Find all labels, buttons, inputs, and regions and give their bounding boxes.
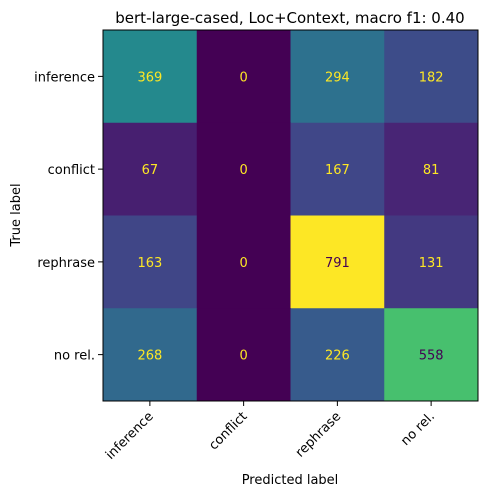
heatmap-cell (103, 308, 198, 402)
cell-value-label: 163 (137, 256, 162, 271)
y-tick-label: rephrase (37, 256, 95, 271)
x-axis-ticks: inference conflict rephrase no rel. (103, 401, 438, 463)
cell-value-label: 67 (142, 163, 159, 178)
cell-value-label: 0 (239, 163, 247, 178)
y-tick-label: inference (34, 70, 95, 85)
heatmap-cell (384, 122, 479, 216)
cell-value-label: 182 (419, 70, 444, 85)
heatmap-cell (103, 30, 198, 124)
heatmap-cell (196, 30, 291, 124)
heatmap-cells (103, 30, 479, 402)
heatmap-cell (103, 122, 198, 216)
cell-value-label: 81 (423, 163, 440, 178)
y-axis-ticks: inference conflict rephrase no rel. (34, 70, 103, 364)
chart-title: bert-large-cased, Loc+Context, macro f1:… (115, 9, 464, 27)
heatmap-cell (103, 215, 198, 309)
cell-value-labels: 369 0 294 182 67 0 167 81 163 0 791 131 268 0 226 558 (137, 70, 443, 363)
heatmap-cell (196, 122, 291, 216)
y-tick-label: conflict (48, 163, 95, 178)
cell-value-label: 0 (239, 349, 247, 364)
heatmap-cell (196, 215, 291, 309)
x-tick-label: rephrase (293, 409, 344, 460)
cell-value-label: 226 (325, 349, 350, 364)
cell-value-label: 791 (325, 256, 350, 271)
heatmap-cell (384, 215, 479, 309)
heatmap-cell (290, 215, 385, 309)
x-axis-label: Predicted label (242, 473, 339, 488)
cell-value-label: 167 (325, 163, 350, 178)
cell-value-label: 369 (137, 70, 162, 85)
cell-value-label: 0 (239, 70, 247, 85)
x-tick-label: conflict (206, 409, 250, 453)
plot-frame (102, 29, 479, 402)
heatmap-cell (290, 30, 385, 124)
heatmap-cell (384, 30, 479, 124)
cell-value-label: 294 (325, 70, 350, 85)
cell-value-label: 268 (137, 349, 162, 364)
y-axis-label: True label (9, 183, 24, 247)
cell-value-label: 558 (419, 349, 444, 364)
heatmap-cell (290, 308, 385, 402)
heatmap-cell (384, 308, 479, 402)
x-tick-label: inference (103, 409, 157, 463)
heatmap-cell (290, 122, 385, 216)
cell-value-label: 131 (419, 256, 444, 271)
x-tick-label: no rel. (398, 409, 438, 449)
heatmap-cell (196, 308, 291, 402)
cell-value-label: 0 (239, 256, 247, 271)
y-tick-label: no rel. (54, 349, 95, 364)
